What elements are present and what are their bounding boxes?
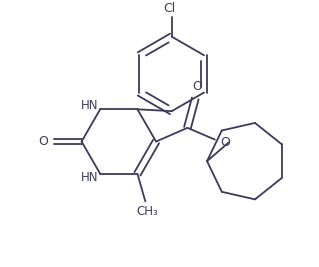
Text: O: O bbox=[220, 136, 230, 149]
Text: Cl: Cl bbox=[164, 2, 176, 15]
Text: HN: HN bbox=[81, 171, 98, 184]
Text: O: O bbox=[192, 80, 202, 93]
Text: HN: HN bbox=[81, 99, 98, 112]
Text: CH₃: CH₃ bbox=[137, 205, 158, 218]
Text: O: O bbox=[38, 135, 48, 148]
